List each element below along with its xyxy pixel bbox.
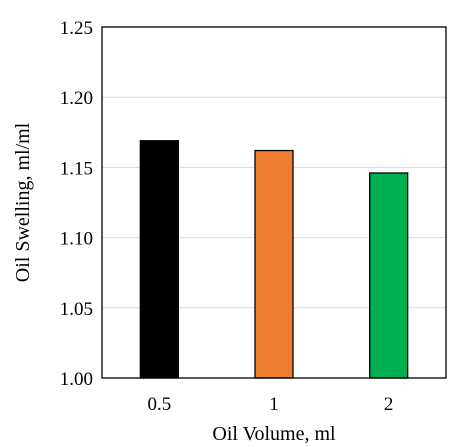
y-tick-label: 1.05 (60, 299, 93, 320)
bars (139, 140, 409, 379)
y-tick-label: 1.15 (60, 158, 93, 179)
y-axis-title: Oil Swelling, ml/ml (12, 122, 34, 282)
x-tick-label: 0.5 (147, 394, 171, 415)
x-axis-tick-labels: 0.5 1 2 (147, 394, 393, 415)
bar-0.5 (139, 140, 179, 379)
plot-area-frame (101, 26, 447, 379)
y-axis-tick-labels: 1.00 1.05 1.10 1.15 1.20 1.25 (60, 18, 93, 390)
x-axis-title: Oil Volume, ml (212, 423, 336, 445)
y-tick-label: 1.00 (60, 369, 93, 390)
bar-2 (369, 172, 409, 379)
y-tick-label: 1.10 (60, 229, 93, 250)
x-tick-label: 2 (384, 394, 394, 415)
x-tick-label: 1 (269, 394, 279, 415)
y-tick-label: 1.20 (60, 88, 93, 109)
bar-1 (254, 149, 294, 379)
y-tick-label: 1.25 (60, 18, 93, 39)
